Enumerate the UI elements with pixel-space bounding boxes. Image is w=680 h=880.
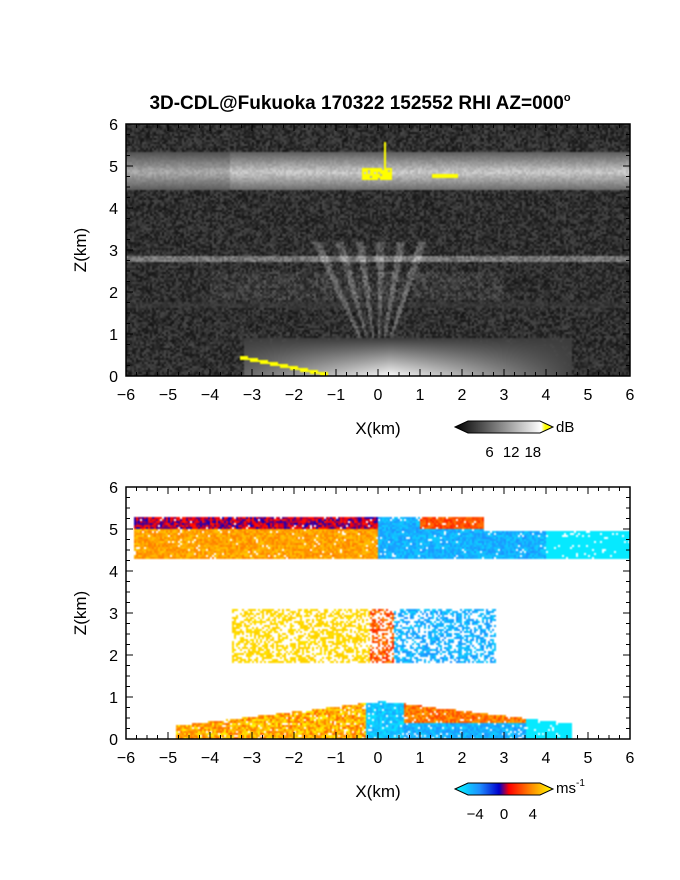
panel2-ytick-label: 4 — [109, 564, 118, 581]
panel1-xtick-label: −5 — [159, 387, 177, 404]
panel2-ytick-label: 1 — [109, 690, 118, 707]
panel2-xtick-label: 5 — [584, 750, 593, 767]
reflectivity-image — [126, 124, 630, 376]
panel1-ytick-label: 3 — [109, 243, 118, 260]
colorbar1-tick-label: 18 — [524, 444, 541, 461]
panel1-xtick-label: 5 — [584, 387, 593, 404]
panel2-xtick-label: 2 — [458, 750, 467, 767]
colorbar1-tick-label: 12 — [503, 444, 520, 461]
panel1-ticks: −6 −5 −4 −3 −2 −1 0 1 2 3 4 5 6 0 1 2 3 4 5 6 — [109, 117, 634, 404]
panel2-xtick-label: 1 — [416, 750, 425, 767]
panel1-ytick-label: 4 — [109, 201, 118, 218]
panel2-xtick-label: 4 — [542, 750, 551, 767]
chart-title: 3D-CDL@Fukuoka 170322 152552 RHI AZ=000o — [149, 92, 570, 114]
colorbar2-tick-label: 4 — [529, 806, 537, 823]
panel1-xtick-label: −2 — [285, 387, 303, 404]
panel2-ylabel: Z(km) — [71, 591, 90, 635]
colorbar2-label: ms-1 — [556, 778, 585, 797]
colorbar1-bar — [453, 420, 555, 434]
panel1-ytick-label: 6 — [109, 117, 118, 134]
panel2-xtick-label: 0 — [374, 750, 383, 767]
panel2-ytick-label: 3 — [109, 606, 118, 623]
colorbar2-bar — [453, 782, 555, 796]
colorbar1-label: dB — [556, 419, 574, 436]
panel1-xtick-label: 1 — [416, 387, 425, 404]
panel1-xtick-label: −3 — [243, 387, 261, 404]
panel2-xtick-label: 6 — [626, 750, 635, 767]
panel1-xtick-label: 3 — [500, 387, 509, 404]
panel1-xtick-label: 4 — [542, 387, 551, 404]
colorbar2-tick-label: −4 — [467, 806, 484, 823]
panel1-ytick-label: 5 — [109, 159, 118, 176]
panel1-xtick-label: −6 — [117, 387, 135, 404]
panel1-xtick-label: 6 — [626, 387, 635, 404]
panel2-xtick-label: −4 — [201, 750, 219, 767]
panel2-ytick-label: 0 — [109, 732, 118, 749]
panel2-xtick-label: −2 — [285, 750, 303, 767]
panel1-xtick-label: −1 — [327, 387, 345, 404]
panel1-xtick-label: 0 — [374, 387, 383, 404]
panel1-xtick-label: −4 — [201, 387, 219, 404]
panel1-ytick-label: 1 — [109, 327, 118, 344]
panel2-xtick-label: 3 — [500, 750, 509, 767]
panel1-colorbar: dB 6 12 18 — [453, 419, 574, 461]
panel1-xtick-label: 2 — [458, 387, 467, 404]
velocity-panel: −6 −5 −4 −3 −2 −1 0 1 2 3 4 5 6 0 1 2 3 4 5 6 X(km) Z(km) m… — [71, 480, 635, 823]
panel1-ytick-label: 0 — [109, 369, 118, 386]
colorbar2-tick-label: 0 — [500, 806, 508, 823]
panel2-ytick-label: 6 — [109, 480, 118, 497]
panel1-xlabel: X(km) — [355, 419, 400, 438]
panel2-xlabel: X(km) — [355, 782, 400, 801]
panel2-colorbar: ms-1 −4 0 4 — [453, 778, 585, 823]
panel2-ticks: −6 −5 −4 −3 −2 −1 0 1 2 3 4 5 6 0 1 2 3 4 5 6 — [109, 480, 634, 767]
panel2-ytick-label: 2 — [109, 648, 118, 665]
panel2-xtick-label: −1 — [327, 750, 345, 767]
panel1-ytick-label: 2 — [109, 285, 118, 302]
panel2-ytick-label: 5 — [109, 522, 118, 539]
panel2-xtick-label: −6 — [117, 750, 135, 767]
panel2-xtick-label: −3 — [243, 750, 261, 767]
velocity-image — [126, 487, 630, 739]
colorbar1-tick-label: 6 — [485, 444, 493, 461]
panel1-ylabel: Z(km) — [71, 228, 90, 272]
colorbar2-ticks: −4 0 4 — [467, 806, 537, 823]
panel2-xtick-label: −5 — [159, 750, 177, 767]
colorbar1-ticks: 6 12 18 — [485, 444, 541, 461]
